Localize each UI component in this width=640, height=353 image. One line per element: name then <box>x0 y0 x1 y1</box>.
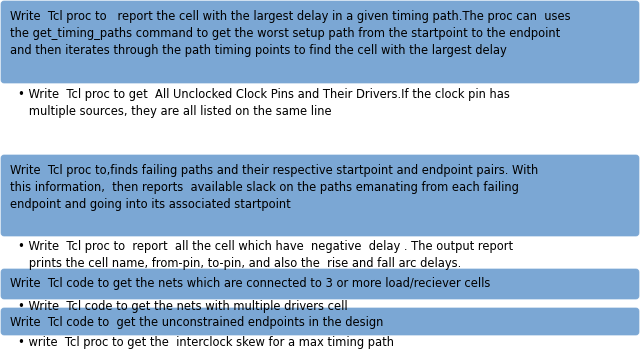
FancyBboxPatch shape <box>1 1 639 83</box>
Text: • Write  Tcl proc to get  All Unclocked Clock Pins and Their Drivers.If the cloc: • Write Tcl proc to get All Unclocked Cl… <box>18 88 510 118</box>
Text: Write  Tcl code to  get the unconstrained endpoints in the design: Write Tcl code to get the unconstrained … <box>10 316 383 329</box>
FancyBboxPatch shape <box>1 269 639 299</box>
Text: • Write  Tcl code to get the nets with multiple drivers cell: • Write Tcl code to get the nets with mu… <box>18 300 348 313</box>
Text: • Write  Tcl proc to  report  all the cell which have  negative  delay . The out: • Write Tcl proc to report all the cell … <box>18 240 513 270</box>
Text: Write  Tcl proc to   report the cell with the largest delay in a given timing pa: Write Tcl proc to report the cell with t… <box>10 10 571 57</box>
Text: Write  Tcl code to get the nets which are connected to 3 or more load/reciever c: Write Tcl code to get the nets which are… <box>10 277 490 290</box>
FancyBboxPatch shape <box>1 155 639 236</box>
Text: • write  Tcl proc to get the  interclock skew for a max timing path: • write Tcl proc to get the interclock s… <box>18 336 394 349</box>
Text: Write  Tcl proc to,finds failing paths and their respective startpoint and endpo: Write Tcl proc to,finds failing paths an… <box>10 164 538 211</box>
FancyBboxPatch shape <box>1 308 639 335</box>
